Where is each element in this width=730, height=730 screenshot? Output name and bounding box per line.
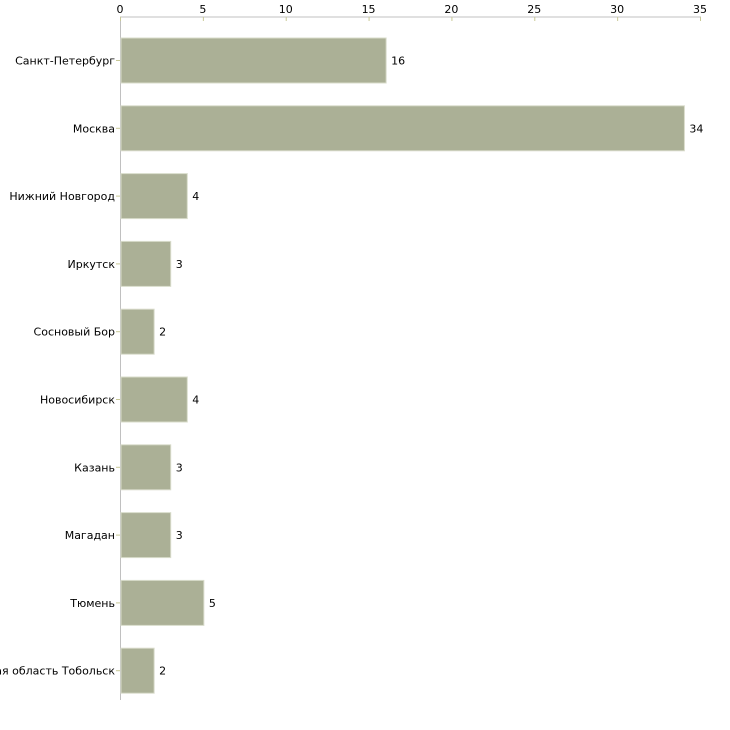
bar [120, 512, 172, 559]
category-label: Москва [73, 122, 115, 135]
category-label: Новосибирск [40, 394, 115, 407]
x-tick-label: 5 [199, 3, 206, 16]
category-label: Сосновый Бор [34, 326, 115, 339]
category-label: Нижний Новгород [9, 190, 115, 203]
bar [120, 376, 188, 423]
category-label: Казань [74, 461, 115, 474]
category-label: Магадан [65, 529, 115, 542]
data-label: 2 [159, 665, 166, 678]
data-label: 3 [176, 529, 183, 542]
data-label: 4 [192, 394, 199, 407]
data-label: 3 [176, 258, 183, 271]
x-tick-label: 15 [362, 3, 376, 16]
bar [120, 647, 155, 694]
x-tick-label: 30 [610, 3, 624, 16]
bar [120, 444, 172, 491]
bar [120, 37, 387, 84]
data-label: 2 [159, 326, 166, 339]
data-label: 3 [176, 461, 183, 474]
bar [120, 240, 172, 287]
category-label: Иркутск [68, 258, 116, 271]
data-label: 16 [391, 55, 405, 68]
category-label: Тюмень [69, 597, 115, 610]
bar [120, 173, 188, 220]
x-tick-label: 35 [693, 3, 707, 16]
category-label: Тюменская область Тобольск [0, 665, 115, 678]
data-label: 4 [192, 190, 199, 203]
x-tick-label: 20 [444, 3, 458, 16]
x-tick-label: 10 [279, 3, 293, 16]
x-tick-label: 25 [527, 3, 541, 16]
category-label: Санкт-Петербург [15, 55, 115, 68]
x-tick-label: 0 [117, 3, 124, 16]
bar [120, 105, 685, 152]
bar [120, 308, 155, 355]
data-label: 34 [689, 122, 703, 135]
bar [120, 579, 205, 626]
data-label: 5 [209, 597, 216, 610]
